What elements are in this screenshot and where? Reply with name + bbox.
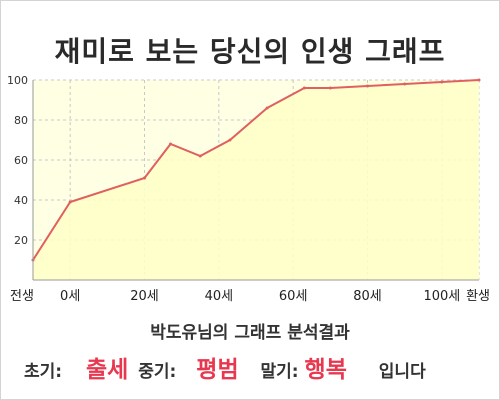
series-points <box>31 78 481 262</box>
x-tick-labels: 전생 0세 20세 40세 60세 80세 100세 환생 <box>10 289 490 304</box>
data-point <box>228 138 232 142</box>
analysis-title: 박도유님의 그래프 분석결과 <box>150 323 350 343</box>
early-value: 출세 <box>86 357 129 383</box>
x-tick-label: 80세 <box>353 289 382 304</box>
data-point <box>198 154 202 158</box>
y-tick-label: 100 <box>7 74 28 87</box>
analysis-summary: 초기: 출세 중기: 평범 말기: 행복 입니다 <box>24 350 494 384</box>
data-point <box>302 86 306 90</box>
data-point <box>477 78 481 82</box>
y-tick-label: 20 <box>14 234 28 247</box>
x-tick-label: 0세 <box>60 289 80 304</box>
x-tick-label: 60세 <box>279 289 308 304</box>
data-point <box>169 142 173 146</box>
y-tick-label: 80 <box>14 114 28 127</box>
mid-value: 평범 <box>196 357 239 383</box>
x-tick-label: 20세 <box>130 289 159 304</box>
data-point <box>68 200 72 204</box>
y-tick-label: 40 <box>14 194 28 207</box>
y-tick-labels: 20 40 60 80 100 <box>7 74 28 247</box>
data-point <box>143 176 146 180</box>
x-tick-label: 100세 <box>423 289 460 304</box>
x-tick-label: 전생 <box>10 289 34 304</box>
late-label: 말기: <box>260 362 299 382</box>
data-point <box>366 84 369 88</box>
late-value: 행복 <box>304 357 347 383</box>
early-label: 초기: <box>24 362 63 382</box>
page-title: 재미로 보는 당신의 인생 그래프 <box>54 35 446 68</box>
mid-label: 중기: <box>138 362 177 382</box>
data-point <box>403 82 407 86</box>
y-tick-label: 60 <box>14 154 28 167</box>
data-point <box>328 86 332 90</box>
series-area <box>33 80 479 280</box>
data-point <box>265 106 269 110</box>
ending-text: 입니다 <box>378 362 426 382</box>
data-point <box>440 80 444 84</box>
x-tick-label: 환생 <box>466 289 490 304</box>
x-tick-label: 40세 <box>205 289 234 304</box>
